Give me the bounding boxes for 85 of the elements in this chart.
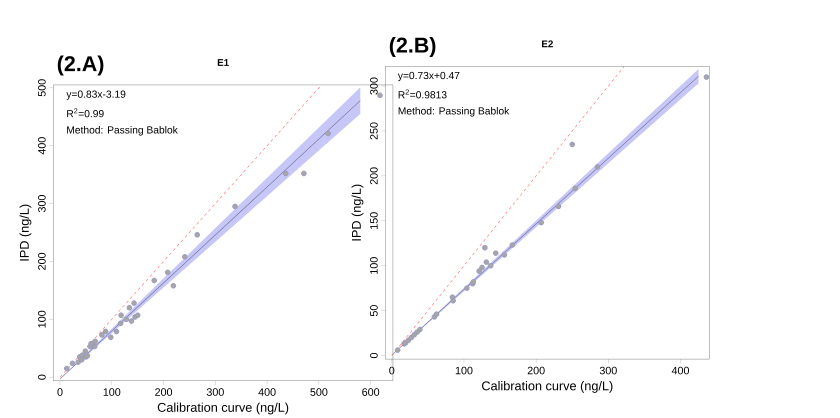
point <box>492 250 499 256</box>
point <box>114 328 120 334</box>
y-tick-label: 100 <box>38 310 46 328</box>
point <box>118 320 124 326</box>
y-axis-title: IPD (ng/L) <box>20 204 32 261</box>
y-axis-title: IPD (ng/L) <box>352 184 364 241</box>
y-tick-label: 300 <box>38 195 46 212</box>
y-tick-label: 50 <box>370 305 378 316</box>
point <box>572 186 578 192</box>
point <box>301 170 307 176</box>
point <box>126 305 132 311</box>
annotation: y=0.73x+0.47 <box>398 72 460 82</box>
x-tick-label: 0 <box>389 366 394 375</box>
x-tick-label: 400 <box>258 388 276 396</box>
annotation: R$^{2}$=0.99 <box>67 108 104 118</box>
point <box>131 300 137 306</box>
point <box>170 283 176 289</box>
point <box>502 252 508 258</box>
point <box>484 260 490 266</box>
point <box>450 298 456 304</box>
x-tick-label: 200 <box>528 366 545 375</box>
x-tick-label: 500 <box>310 388 328 396</box>
chart-title: E1 <box>218 59 229 66</box>
point <box>128 318 134 324</box>
y-tick-label: 200 <box>370 168 378 184</box>
x-tick-label: 300 <box>600 366 617 375</box>
annotation: Method: Passing Bablok <box>398 107 510 117</box>
x-tick-label: 400 <box>672 366 690 375</box>
point <box>108 334 114 340</box>
point <box>102 328 108 334</box>
annotation: y=0.83x-3.19 <box>66 90 126 100</box>
x-tick-label: 0 <box>57 388 63 396</box>
y-tick-label: 0 <box>38 374 46 380</box>
x-axis-title: Calibration curve (ng/L) <box>158 402 288 415</box>
point <box>479 264 485 270</box>
point <box>194 232 200 238</box>
point <box>70 360 76 366</box>
x-tick-label: 100 <box>104 388 120 396</box>
y-tick-label: 200 <box>38 253 46 270</box>
point <box>164 270 170 276</box>
y-tick-label: 100 <box>370 257 378 274</box>
point <box>538 220 544 226</box>
y-tick-label: 0 <box>370 353 378 358</box>
text: (2.B) <box>390 37 436 58</box>
point <box>325 130 331 136</box>
point <box>476 268 482 274</box>
point <box>64 366 70 372</box>
point <box>482 245 488 251</box>
x-tick-label: 200 <box>155 388 172 396</box>
annotation: R$^{2}$=0.9813 <box>398 90 447 99</box>
point <box>377 92 383 98</box>
point <box>182 254 188 260</box>
point <box>704 74 710 80</box>
y-tick-label: 500 <box>38 79 46 97</box>
text: (2.A) <box>58 56 104 76</box>
point <box>569 142 576 148</box>
point <box>92 338 98 344</box>
point <box>417 326 423 332</box>
y-tick-label: 250 <box>370 122 378 140</box>
point <box>232 204 238 210</box>
point <box>434 312 440 318</box>
x-axis-title: Calibration curve (ng/L) <box>482 381 612 394</box>
point <box>510 242 516 248</box>
point <box>556 204 562 210</box>
y-tick-label: 400 <box>38 137 46 155</box>
point <box>99 332 105 338</box>
point <box>464 286 470 292</box>
point <box>151 278 158 284</box>
x-tick-label: 100 <box>456 366 472 375</box>
point <box>123 316 130 322</box>
point <box>134 312 140 318</box>
point <box>82 348 88 354</box>
point <box>118 312 124 318</box>
x-tick-label: 600 <box>362 388 380 396</box>
point <box>488 263 494 269</box>
y-tick-label: 150 <box>370 212 378 230</box>
point <box>394 348 400 354</box>
annotation: Method: Passing Bablok <box>67 126 178 136</box>
point <box>282 170 289 176</box>
point <box>78 357 85 363</box>
point <box>594 164 600 170</box>
point <box>92 344 98 350</box>
x-tick-label: 300 <box>206 388 224 396</box>
y-tick-label: 300 <box>370 78 378 95</box>
chart-title: E2 <box>542 40 553 48</box>
